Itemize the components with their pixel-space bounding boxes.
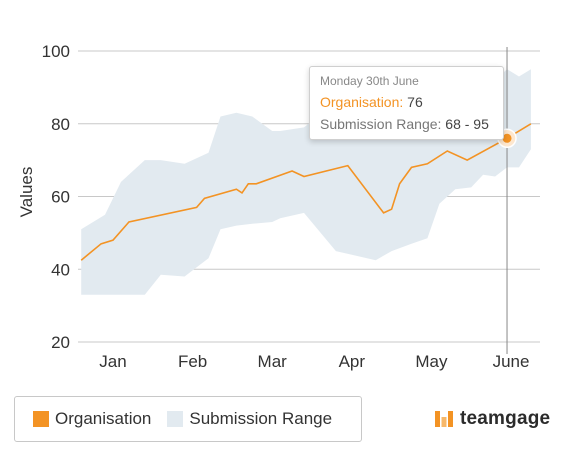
x-tick-label: Apr [339,352,366,371]
x-tick-label: Mar [258,352,288,371]
y-tick-label: 40 [51,260,70,279]
legend: Organisation Submission Range [14,396,362,442]
brand-name: teamgage [460,408,551,429]
x-tick-label: Feb [178,352,207,371]
organisation-swatch [33,411,49,427]
highlight-point[interactable] [502,133,512,143]
tooltip-date: Monday 30th June [320,74,419,88]
brand: teamgage [434,408,550,430]
tooltip: Monday 30th June Organisation: 76 Submis… [309,66,504,140]
legend-item-organisation[interactable]: Organisation [33,409,151,429]
tooltip-range-label: Submission Range [320,116,438,132]
y-axis-label: Values [17,167,36,218]
legend-label-organisation: Organisation [55,409,152,428]
tooltip-range-row: Submission Range: 68 - 95 [320,116,489,132]
tooltip-organisation-row: Organisation: 76 [320,94,423,110]
x-tick-label: June [493,352,530,371]
organisation-line [80,123,532,261]
y-tick-label: 60 [51,188,70,207]
y-tick-label: 20 [51,333,70,352]
legend-label-submission-range: Submission Range [189,409,333,428]
submission-range-swatch [167,411,184,427]
x-axis-ticks: Jan Feb Mar Apr May June [99,352,529,371]
teamgage-logo-icon [435,411,453,427]
x-tick-label: May [415,352,448,371]
tooltip-series-value: 76 [407,94,423,110]
legend-item-submission-range[interactable]: Submission Range [167,409,332,429]
y-tick-label: 100 [42,42,70,61]
x-tick-label: Jan [99,352,126,371]
tooltip-range-value: 68 - 95 [445,116,489,132]
y-axis-ticks: 20 40 60 80 100 [42,42,70,352]
tooltip-series-label: Organisation [320,94,400,110]
chart: Jan Feb Mar Apr May June 20 40 60 80 100 Values [17,42,540,371]
y-tick-label: 80 [51,115,70,134]
